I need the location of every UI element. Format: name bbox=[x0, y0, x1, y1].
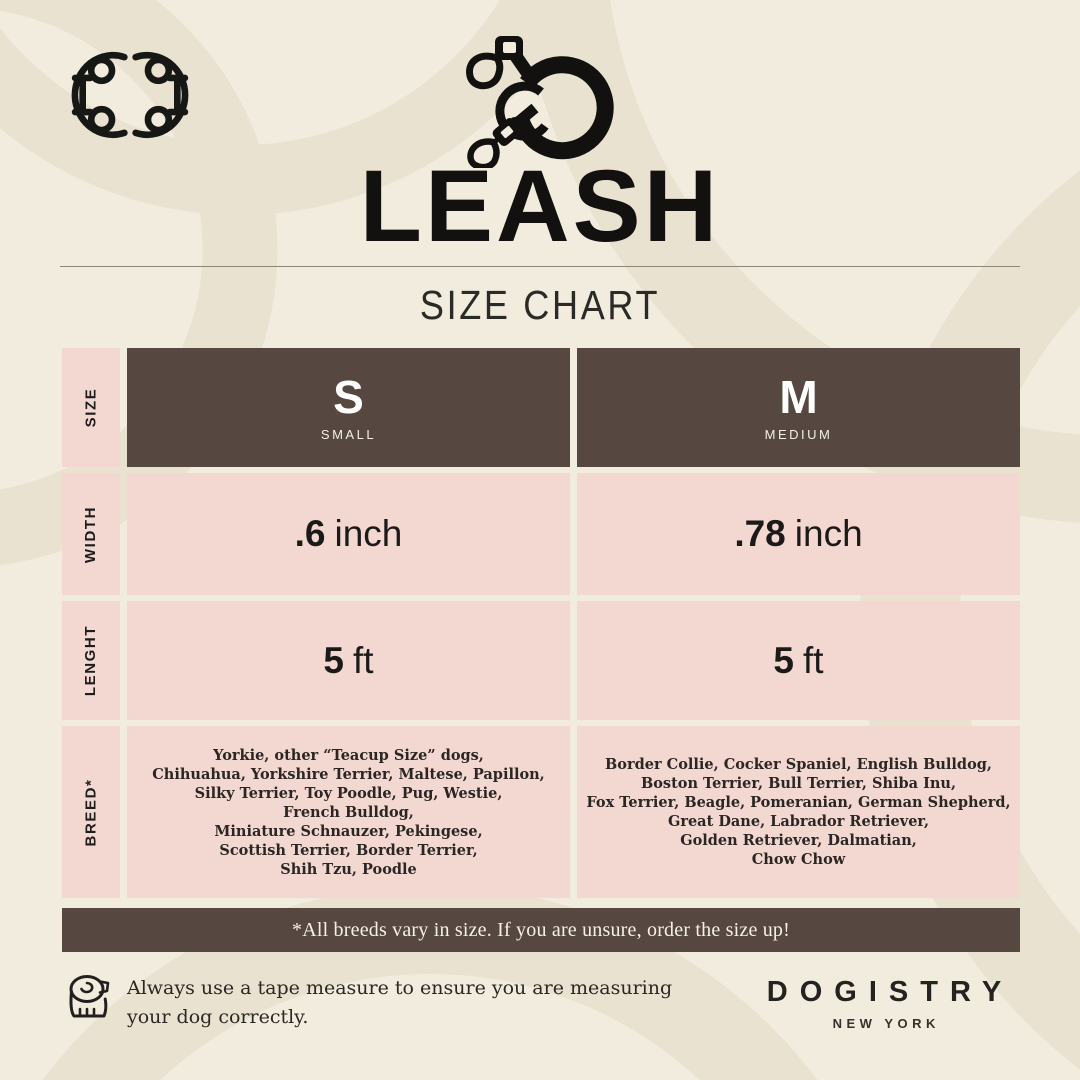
length-number-medium: 5 bbox=[773, 639, 794, 681]
row-label-length-text: LENGHT bbox=[82, 624, 100, 697]
brand-subtitle: NEW YORK bbox=[832, 1016, 940, 1031]
leash-icon bbox=[466, 36, 614, 168]
length-number-small: 5 bbox=[323, 639, 344, 681]
width-number-medium: .78 bbox=[734, 513, 786, 554]
note-text: *All breeds vary in size. If you are uns… bbox=[292, 918, 790, 941]
row-label-breed: BREED* bbox=[62, 726, 120, 898]
width-unit-medium: inch bbox=[794, 513, 863, 554]
row-label-size: SIZE bbox=[62, 348, 120, 467]
length-unit-medium: ft bbox=[803, 639, 824, 681]
size-name-small: SMALL bbox=[320, 426, 377, 442]
size-chart-table: SIZE S SMALL M MEDIUM WIDTH .6 inch .78 … bbox=[62, 348, 1020, 898]
width-value-small: .6 inch bbox=[127, 473, 570, 595]
size-letter-m: M bbox=[779, 370, 818, 423]
size-header-medium: M MEDIUM bbox=[577, 348, 1020, 467]
tape-measure-icon bbox=[69, 975, 110, 1018]
width-number-small: .6 bbox=[294, 513, 326, 554]
length-value-small: 5 ft bbox=[127, 601, 570, 720]
page-subtitle: SIZE CHART bbox=[419, 282, 661, 328]
breed-list-medium: Border Collie, Cocker Spaniel, English B… bbox=[577, 726, 1020, 898]
length-value-medium: 5 ft bbox=[577, 601, 1020, 720]
size-name-medium: MEDIUM bbox=[764, 426, 833, 442]
measuring-tip-text: Always use a tape measure to ensure you … bbox=[127, 977, 673, 1028]
width-value-medium: .78 inch bbox=[577, 473, 1020, 595]
note-bar: *All breeds vary in size. If you are uns… bbox=[62, 908, 1020, 952]
width-unit-small: inch bbox=[334, 513, 403, 554]
row-label-width: WIDTH bbox=[62, 473, 120, 595]
size-letter-s: S bbox=[333, 370, 364, 423]
row-label-size-text: SIZE bbox=[82, 387, 100, 428]
brand-block: DOGISTRY NEW YORK bbox=[734, 976, 1034, 1031]
divider bbox=[60, 266, 1020, 267]
length-unit-small: ft bbox=[353, 639, 374, 681]
row-label-breed-text: BREED* bbox=[82, 778, 100, 846]
row-label-length: LENGHT bbox=[62, 601, 120, 720]
dogistry-knot-logo-icon bbox=[71, 51, 189, 139]
breed-list-small: Yorkie, other “Teacup Size” dogs, Chihua… bbox=[127, 726, 570, 898]
page-title: LEASH bbox=[359, 149, 721, 263]
size-header-small: S SMALL bbox=[127, 348, 570, 467]
brand-name: DOGISTRY bbox=[766, 976, 1014, 1008]
row-label-width-text: WIDTH bbox=[82, 505, 100, 563]
